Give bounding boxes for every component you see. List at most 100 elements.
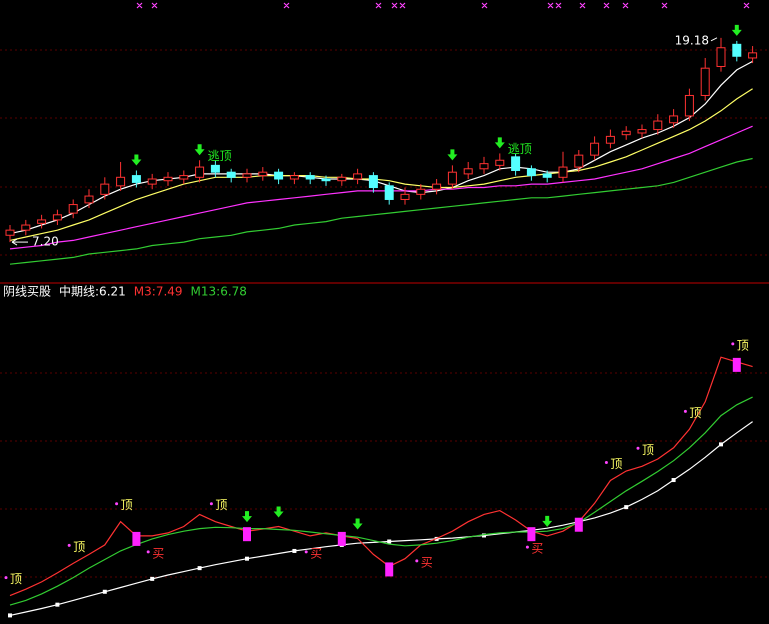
line-marker xyxy=(245,556,249,561)
candle-body xyxy=(542,173,552,178)
candle-body xyxy=(321,178,331,182)
line-marker xyxy=(55,602,60,607)
signal-arrow xyxy=(542,515,553,527)
line-series xyxy=(9,88,753,241)
candle-body xyxy=(52,214,62,221)
candle-body xyxy=(526,168,536,177)
buy-signal: 买 xyxy=(531,542,543,556)
top-signal: 顶 xyxy=(73,540,85,554)
signal-dot xyxy=(146,550,150,554)
line-series xyxy=(9,60,753,235)
candle-body xyxy=(163,176,173,182)
annotation: 逃顶 xyxy=(508,142,532,156)
signal-bar xyxy=(243,527,251,542)
top-signal: 顶 xyxy=(737,338,749,352)
candle-body xyxy=(179,175,189,180)
legend: 阴线买股 中期线:6.21 M3:7.49 M13:6.78 xyxy=(3,284,247,299)
buy-signal: 买 xyxy=(310,546,322,560)
signal-dot xyxy=(304,550,308,554)
signal-arrow xyxy=(731,24,742,36)
line-series xyxy=(9,157,753,265)
legend-item: M13:6.78 xyxy=(191,285,247,299)
line-marker xyxy=(387,539,392,544)
signal-dot xyxy=(604,460,608,464)
signal-arrow xyxy=(447,149,458,161)
candle-body xyxy=(511,156,521,171)
signal-bar xyxy=(337,531,346,546)
candle-body xyxy=(495,159,505,166)
signal-dot xyxy=(525,545,529,549)
top-signal: 顶 xyxy=(10,572,22,586)
candle-body xyxy=(479,163,489,170)
candle-body xyxy=(432,183,442,190)
candle-body xyxy=(384,185,394,200)
signal-dot xyxy=(4,576,8,580)
signal-arrow xyxy=(494,137,505,149)
candle-body xyxy=(147,178,157,185)
signal-dot xyxy=(67,543,71,547)
candle-body xyxy=(84,195,94,204)
signal-bar xyxy=(132,531,141,546)
line-marker xyxy=(8,613,12,618)
top-signal: 顶 xyxy=(689,406,701,420)
legend-item: 中期线:6.21 xyxy=(59,284,126,299)
buy-signal: 买 xyxy=(152,546,164,560)
low-label-arrowhead xyxy=(11,238,18,246)
candle-body xyxy=(748,52,758,59)
candle-body xyxy=(653,120,663,131)
candle-body xyxy=(37,219,47,224)
signal-bar xyxy=(385,562,394,577)
candle-body xyxy=(289,175,299,180)
top-signal: 顶 xyxy=(642,443,654,457)
candle-body xyxy=(605,135,615,144)
candle-body xyxy=(195,166,205,178)
top-signal: 顶 xyxy=(121,498,133,512)
line-marker xyxy=(102,589,107,594)
signal-dot xyxy=(683,409,687,413)
signal-arrow xyxy=(352,518,363,530)
high-label-line xyxy=(710,37,718,42)
high-label: 19.18 xyxy=(675,33,709,47)
candle-body xyxy=(400,193,410,200)
signal-bar xyxy=(574,517,583,532)
candle-body xyxy=(116,176,126,187)
line-marker xyxy=(150,576,155,581)
candle-body xyxy=(21,224,31,231)
candle-body xyxy=(210,164,220,173)
signal-bar xyxy=(732,357,741,372)
top-signal: 顶 xyxy=(610,457,622,471)
candle-body xyxy=(637,129,647,134)
candle-body xyxy=(447,171,457,185)
candle-body xyxy=(590,142,600,156)
line-marker xyxy=(292,548,297,553)
candle-body xyxy=(732,43,742,57)
candle-body xyxy=(700,67,710,96)
signal-dot xyxy=(731,342,735,346)
signal-dot xyxy=(115,502,119,506)
signal-dot xyxy=(636,446,640,450)
top-signal: 顶 xyxy=(215,498,227,512)
signal-arrow xyxy=(273,506,284,518)
legend-item: M3:7.49 xyxy=(134,285,183,299)
signal-arrow xyxy=(194,144,205,156)
cross-marker xyxy=(136,2,750,9)
candle-body xyxy=(716,47,726,67)
candle-body xyxy=(368,175,378,189)
signal-arrow xyxy=(131,154,142,166)
top-cross-markers xyxy=(136,2,750,9)
line-marker xyxy=(671,478,676,483)
signal-dot xyxy=(415,559,419,563)
candle-body xyxy=(463,168,473,175)
candle-body xyxy=(574,154,584,168)
candle-body xyxy=(621,130,631,136)
candle-body xyxy=(258,171,268,177)
candle-body xyxy=(337,176,347,182)
candle-body xyxy=(684,94,694,117)
candle-body xyxy=(558,166,568,178)
line-series xyxy=(9,125,753,250)
annotation: 逃顶 xyxy=(208,149,232,163)
signal-dot xyxy=(209,502,213,506)
